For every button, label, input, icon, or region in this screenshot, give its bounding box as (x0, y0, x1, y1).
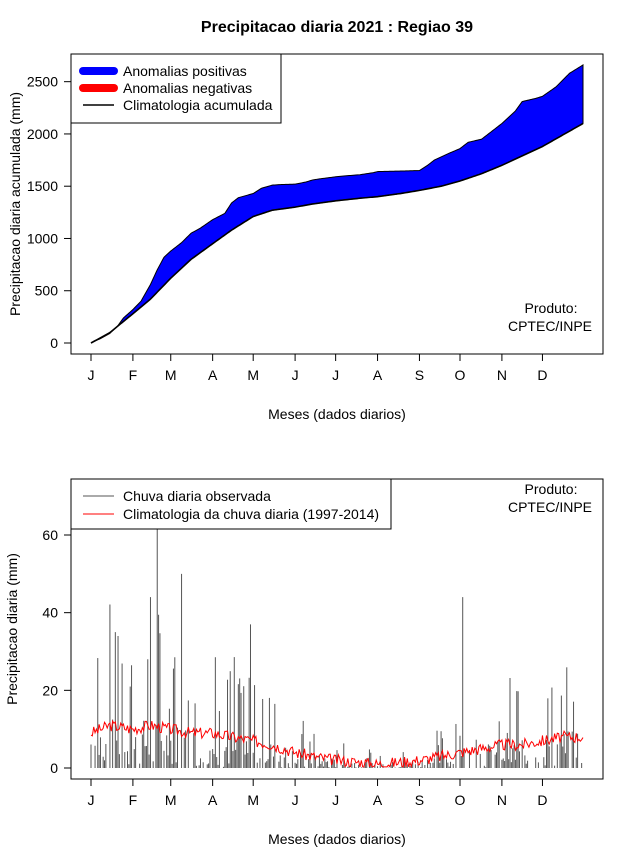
cumulative-y-axis: 0 500 1000 1500 2000 2500 (27, 74, 72, 351)
month-tick-label: S (415, 367, 424, 383)
month-tick-label: M (165, 792, 177, 808)
daily-y-axis: 0 20 40 60 (42, 527, 72, 776)
daily-legend: Chuva diaria observada Climatologia da c… (70, 478, 392, 530)
legend-observed-label: Chuva diaria observada (123, 488, 271, 504)
daily-legend-box (70, 478, 392, 530)
month-tick-label: J (332, 367, 339, 383)
daily-y-axis-tick-label: 40 (42, 605, 58, 621)
cumulative-y-axis-label: Precipitacao diaria acumulada (mm) (7, 92, 23, 316)
legend-negative-label: Anomalias negativas (123, 80, 252, 96)
cumulative-x-axis-label: Meses (dados diarios) (268, 406, 406, 422)
month-tick-label: J (88, 792, 95, 808)
month-tick-label: A (373, 367, 383, 383)
month-tick-label: M (165, 367, 177, 383)
climatology-daily-line (90, 719, 584, 768)
month-tick-label: J (292, 792, 299, 808)
legend-climatology-label: Climatologia acumulada (123, 97, 273, 113)
cumulative-lines (90, 122, 584, 344)
month-tick-label: J (88, 367, 95, 383)
daily-x-axis-label: Meses (dados diarios) (268, 831, 406, 847)
legend-clim-daily-label: Climatologia da chuva diaria (1997-2014) (123, 506, 379, 522)
credit-line-1: Produto: (525, 300, 578, 316)
month-tick-label: N (497, 367, 507, 383)
credit-line-2-bottom: CPTEC/INPE (508, 499, 592, 515)
cumulative-y-axis-tick-label: 1000 (27, 230, 58, 246)
month-tick-label: M (247, 367, 259, 383)
daily-y-axis-label: Precipitacao diaria (mm) (4, 553, 20, 705)
month-tick-label: A (373, 792, 383, 808)
daily-panel: 0 20 40 60 J F M A M J J A S O N D Precipitacao diaria… (4, 478, 604, 847)
cumulative-y-axis-tick-label: 0 (50, 335, 58, 351)
month-tick-label: J (292, 367, 299, 383)
cumulative-y-axis-tick-label: 500 (35, 283, 59, 299)
month-tick-label: D (537, 792, 547, 808)
daily-y-axis-tick-label: 20 (42, 682, 58, 698)
observed-rain-bars (90, 515, 583, 768)
month-tick-label: A (208, 792, 218, 808)
cumulative-y-axis-tick-label: 2500 (27, 74, 58, 90)
month-tick-label: O (455, 792, 466, 808)
month-tick-label: A (208, 367, 218, 383)
chart-title: Precipitacao diaria 2021 : Regiao 39 (201, 19, 473, 36)
cumulative-panel: 0 500 1000 1500 2000 2500 J F M A M J J A S O N D Precip… (7, 53, 604, 422)
month-tick-label: O (455, 367, 466, 383)
legend-positive-label: Anomalias positivas (123, 63, 247, 79)
month-tick-label: F (129, 792, 138, 808)
cumulative-y-axis-tick-label: 1500 (27, 178, 58, 194)
daily-y-axis-tick-label: 60 (42, 527, 58, 543)
month-tick-label: S (415, 792, 424, 808)
month-tick-label: F (129, 367, 138, 383)
daily-climatology-line (90, 719, 584, 768)
credit-line-1-bottom: Produto: (525, 481, 578, 497)
month-tick-label: J (332, 792, 339, 808)
cumulative-y-axis-tick-label: 2000 (27, 126, 58, 142)
month-tick-label: M (247, 792, 259, 808)
climatology-cumulative-line (90, 122, 584, 344)
daily-y-axis-tick-label: 0 (50, 760, 58, 776)
month-tick-label: D (537, 367, 547, 383)
cumulative-legend: Anomalias positivas Anomalias negativas … (70, 53, 282, 124)
month-tick-label: N (497, 792, 507, 808)
credit-line-2: CPTEC/INPE (508, 318, 592, 334)
